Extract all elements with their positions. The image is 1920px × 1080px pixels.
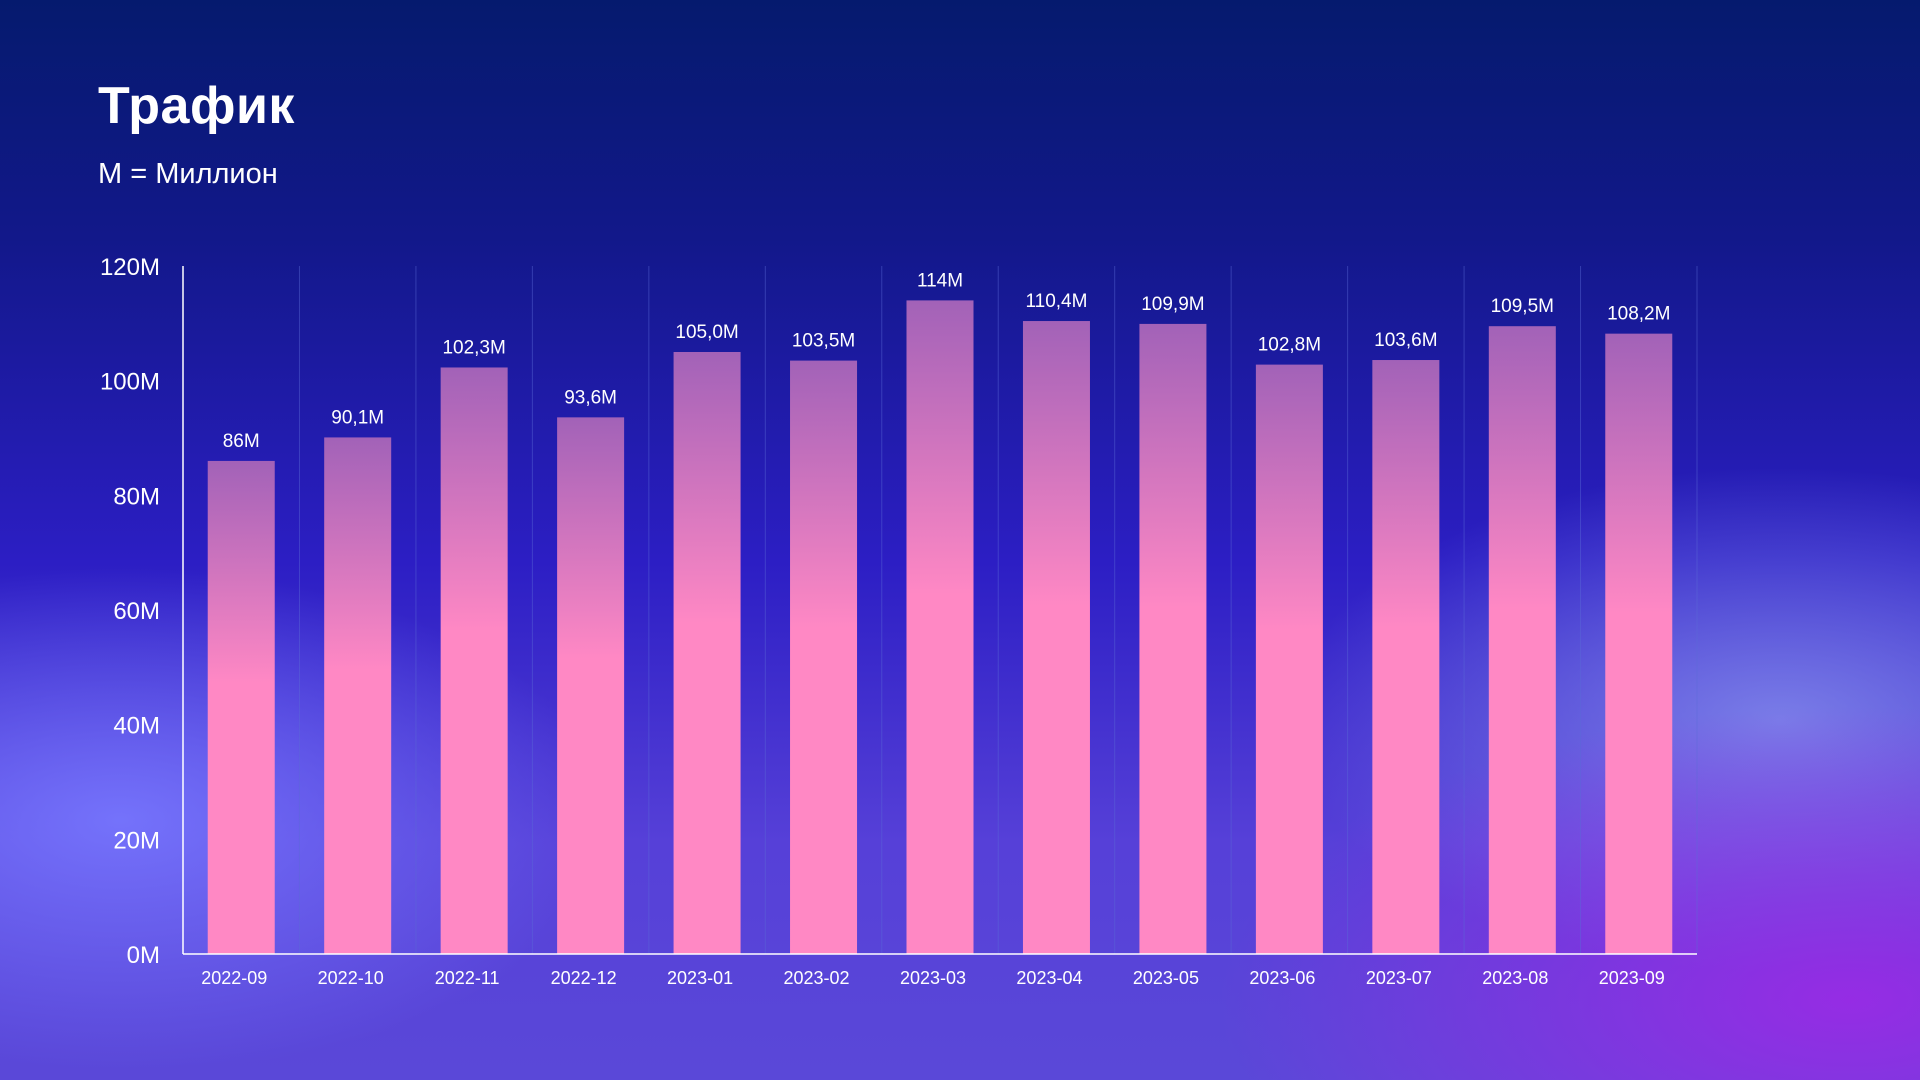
x-tick-label: 2023-07 bbox=[1366, 968, 1432, 988]
data-label: 102,8M bbox=[1258, 335, 1321, 356]
data-label: 110,4M bbox=[1025, 291, 1087, 312]
chart-subtitle: M = Миллион bbox=[98, 158, 278, 190]
data-label: 105,0M bbox=[675, 322, 738, 343]
axes bbox=[182, 266, 1697, 955]
y-tick-label: 80M bbox=[113, 483, 160, 510]
labels: 86M 2022-09 90,1M 2022-10 102,3M 2022-11 93,6M… bbox=[100, 254, 1671, 988]
y-tick-label: 0M bbox=[127, 942, 160, 969]
data-label: 109,9M bbox=[1141, 294, 1204, 315]
bar-2023-02 bbox=[790, 360, 858, 955]
x-tick-label: 2023-09 bbox=[1599, 968, 1665, 988]
bar-2023-06 bbox=[1255, 364, 1323, 954]
data-label: 102,3M bbox=[442, 337, 505, 358]
bar-2023-09 bbox=[1605, 333, 1673, 954]
bar-2022-11 bbox=[440, 367, 508, 955]
x-tick-label: 2023-03 bbox=[900, 968, 966, 988]
data-label: 90,1M bbox=[331, 407, 384, 428]
y-tick-label: 100M bbox=[100, 369, 160, 396]
x-tick-label: 2023-05 bbox=[1133, 968, 1199, 988]
x-tick-label: 2023-04 bbox=[1016, 968, 1082, 988]
bar-2023-05 bbox=[1139, 323, 1207, 954]
bar-2022-09 bbox=[207, 460, 275, 954]
bar-2022-12 bbox=[557, 417, 625, 954]
data-label: 114M bbox=[917, 270, 963, 291]
data-label: 108,2M bbox=[1607, 304, 1670, 325]
y-tick-label: 60M bbox=[113, 598, 160, 625]
x-tick-label: 2022-11 bbox=[435, 968, 500, 988]
x-tick-label: 2022-12 bbox=[551, 968, 617, 988]
x-tick-label: 2023-02 bbox=[784, 968, 850, 988]
bar-2023-01 bbox=[673, 352, 741, 954]
x-tick-label: 2023-08 bbox=[1482, 968, 1548, 988]
gridlines bbox=[298, 266, 1698, 954]
chart-title: Трафик bbox=[98, 77, 295, 135]
y-tick-label: 20M bbox=[113, 827, 160, 854]
data-label: 93,6M bbox=[564, 387, 617, 408]
y-tick-label: 40M bbox=[113, 713, 160, 740]
bar-2023-03 bbox=[906, 300, 974, 954]
bar-2023-08 bbox=[1488, 326, 1556, 954]
bars bbox=[207, 300, 1673, 955]
data-label: 103,5M bbox=[792, 331, 855, 352]
bar-2023-07 bbox=[1372, 360, 1440, 954]
x-tick-label: 2022-10 bbox=[318, 968, 384, 988]
data-label: 103,6M bbox=[1374, 330, 1437, 351]
bar-2023-04 bbox=[1022, 321, 1090, 954]
data-label: 86M bbox=[223, 431, 260, 452]
x-tick-label: 2023-01 bbox=[667, 968, 733, 988]
data-label: 109,5M bbox=[1491, 296, 1554, 317]
y-tick-label: 120M bbox=[100, 254, 160, 281]
bar-2022-10 bbox=[324, 437, 392, 955]
x-tick-label: 2022-09 bbox=[201, 968, 267, 988]
x-tick-label: 2023-06 bbox=[1249, 968, 1315, 988]
